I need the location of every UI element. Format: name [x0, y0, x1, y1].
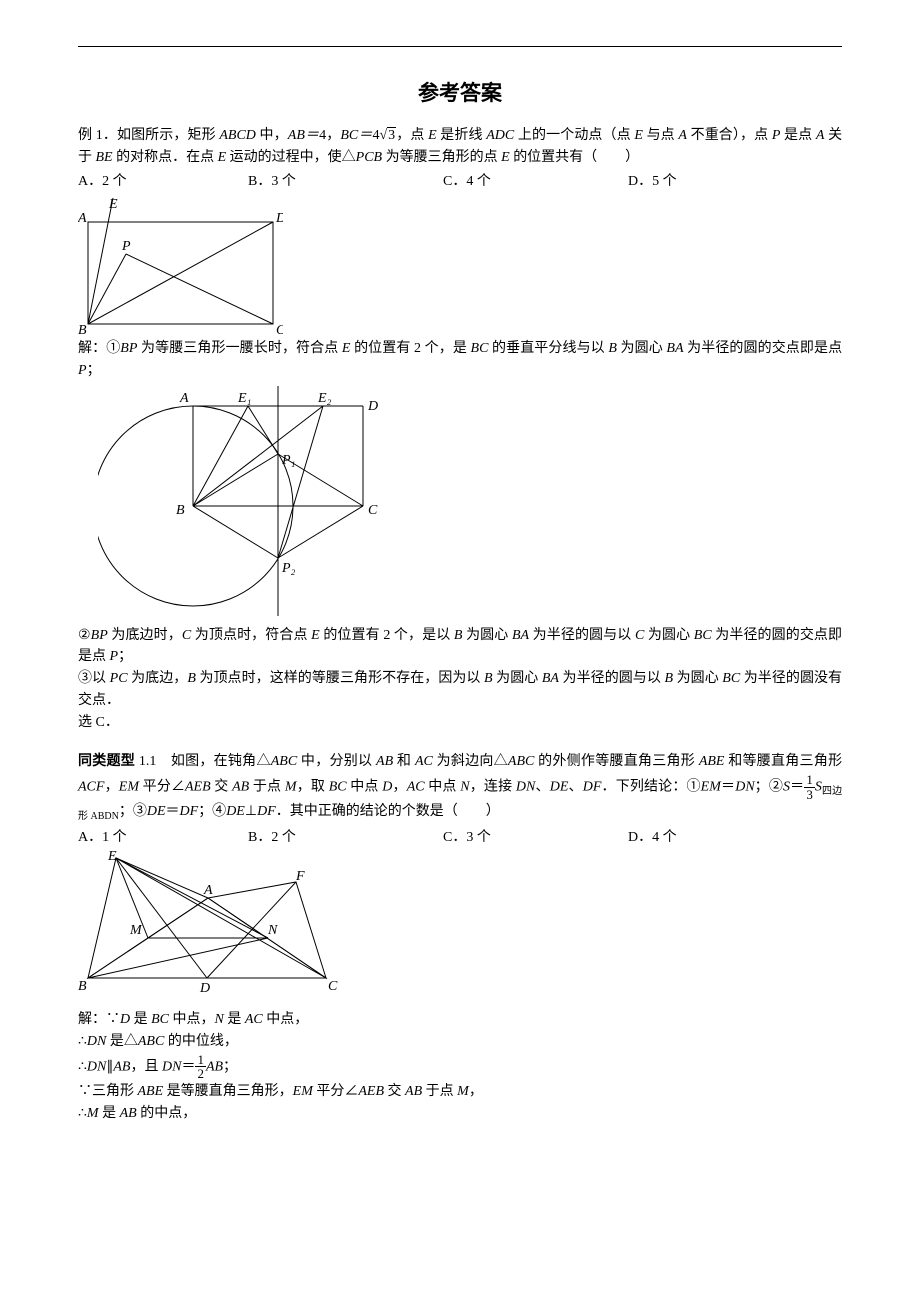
page-title: 参考答案	[78, 77, 842, 107]
solution-2-line-4: ∵三角形 ABE 是等腰直角三角形，EM 平分∠AEB 交 AB 于点 M，	[78, 1081, 842, 1103]
spacer	[78, 733, 842, 751]
figure-1-svg: A E D P B C	[78, 194, 283, 334]
choice-b: B．2 个	[248, 826, 443, 846]
problem-1-text: 例 1．如图所示，矩形 ABCD 中，AB＝4，BC＝4√3，点 E 是折线 A…	[78, 125, 842, 168]
figure-3-svg: A B C D E F M N	[78, 850, 340, 995]
choice-d: D．5 个	[628, 170, 677, 190]
fig1-label-b: B	[78, 323, 87, 334]
solution-2-line-3: ∴DN∥AB，且 DN＝12AB；	[78, 1053, 842, 1081]
problem-2-label: 同类题型	[78, 754, 135, 769]
choice-c: C．3 个	[443, 826, 628, 846]
solution-1-answer: 选 C．	[78, 712, 842, 734]
solution-1-para-1: 解：①BP 为等腰三角形一腰长时，符合点 E 的位置有 2 个，是 BC 的垂直…	[78, 338, 842, 381]
choice-a: A．1 个	[78, 826, 248, 846]
fig2-label-c: C	[368, 503, 378, 518]
fig2-label-a: A	[179, 391, 189, 406]
fig3-label-d: D	[199, 981, 210, 995]
fraction-1-2: 12	[195, 1053, 206, 1081]
fig3-label-e: E	[107, 850, 117, 864]
fig3-label-a: A	[203, 883, 213, 898]
fig2-label-p2: P₂	[281, 561, 296, 576]
choice-d: D．4 个	[628, 826, 677, 846]
fig1-label-p: P	[121, 239, 131, 254]
fig1-label-d: D	[275, 211, 283, 226]
fig3-label-b: B	[78, 979, 87, 994]
choice-b: B．3 个	[248, 170, 443, 190]
fig2-label-b: B	[176, 503, 185, 518]
problem-1-label: 例 1．	[78, 128, 117, 143]
solution-1-para-2: ②BP 为底边时，C 为顶点时，符合点 E 的位置有 2 个，是以 B 为圆心 …	[78, 625, 842, 668]
top-rule	[78, 46, 842, 47]
solution-2-line-1: 解：∵D 是 BC 中点，N 是 AC 中点，	[78, 1009, 842, 1031]
fig3-label-c: C	[328, 979, 338, 994]
fig3-label-n: N	[267, 923, 278, 938]
fig2-label-p1: P₁	[281, 453, 295, 468]
fig2-label-e2: E₂	[317, 391, 332, 406]
fraction-1-3: 13	[804, 773, 815, 801]
solution-2-line-5: ∴M 是 AB 的中点，	[78, 1103, 842, 1125]
sqrt-3: √3	[379, 125, 396, 147]
fig3-label-f: F	[295, 869, 305, 884]
figure-2: A E₁ E₂ D P₁ B C P₂	[98, 386, 842, 621]
fig2-label-e1: E₁	[237, 391, 251, 406]
solution-1-para-3: ③以 PC 为底边，B 为顶点时，这样的等腰三角形不存在，因为以 B 为圆心 B…	[78, 668, 842, 711]
figure-3: A B C D E F M N	[78, 850, 842, 995]
problem-2-text: 同类题型 1.1 如图，在钝角△ABC 中，分别以 AB 和 AC 为斜边向△A…	[78, 751, 842, 824]
spacer	[78, 999, 842, 1009]
fig1-label-c: C	[276, 323, 283, 334]
fig1-label-a: A	[78, 211, 87, 226]
choice-a: A．2 个	[78, 170, 248, 190]
fig3-label-m: M	[129, 923, 143, 938]
page-container: 参考答案 例 1．如图所示，矩形 ABCD 中，AB＝4，BC＝4√3，点 E …	[0, 0, 920, 1164]
fig1-label-e: E	[108, 197, 118, 212]
problem-1-choices: A．2 个 B．3 个 C．4 个 D．5 个	[78, 170, 842, 190]
figure-1: A E D P B C	[78, 194, 842, 334]
fig2-label-d: D	[367, 399, 378, 414]
figure-2-svg: A E₁ E₂ D P₁ B C P₂	[98, 386, 388, 621]
problem-2-choices: A．1 个 B．2 个 C．3 个 D．4 个	[78, 826, 842, 846]
solution-2-line-2: ∴DN 是△ABC 的中位线，	[78, 1031, 842, 1053]
choice-c: C．4 个	[443, 170, 628, 190]
